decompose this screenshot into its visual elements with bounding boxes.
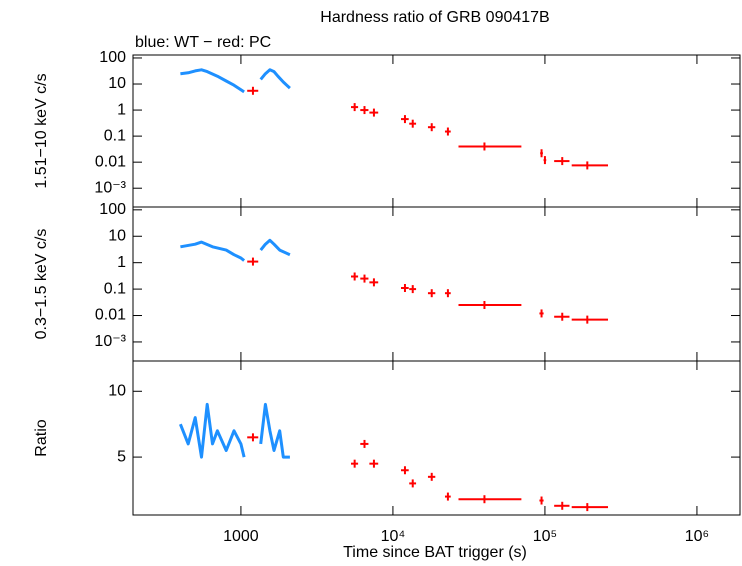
x-tick-label: 10⁴ bbox=[381, 528, 406, 545]
y-tick-label: 1 bbox=[117, 254, 126, 271]
y-tick-label: 10 bbox=[108, 227, 126, 244]
x-axis-label: Time since BAT trigger (s) bbox=[343, 544, 527, 561]
y-tick-label: 1 bbox=[117, 101, 126, 118]
y-tick-label: 0.1 bbox=[104, 280, 126, 297]
y-tick-label: 0.01 bbox=[95, 153, 126, 170]
y-tick-label: 0.01 bbox=[95, 307, 126, 324]
y-tick-label: 0.1 bbox=[104, 127, 126, 144]
x-tick-label: 10⁵ bbox=[533, 528, 557, 545]
y-axis-label: 0.3−1.5 keV c/s bbox=[33, 229, 50, 340]
data-line bbox=[179, 402, 290, 459]
plot-frame bbox=[132, 206, 741, 362]
chart-subtitle: blue: WT − red: PC bbox=[135, 34, 271, 51]
plot-frame bbox=[132, 54, 741, 208]
data-line bbox=[180, 68, 291, 94]
y-tick-label: 10 bbox=[108, 382, 126, 399]
plot-frame bbox=[132, 360, 741, 516]
y-tick-label: 10⁻³ bbox=[94, 179, 126, 196]
y-axis-label: 1.51−10 keV c/s bbox=[33, 73, 50, 188]
y-tick-label: 10⁻³ bbox=[94, 333, 126, 350]
chart-title: Hardness ratio of GRB 090417B bbox=[320, 9, 549, 26]
data-line bbox=[180, 238, 291, 262]
y-axis-label: Ratio bbox=[33, 419, 50, 456]
x-tick-label: 10⁶ bbox=[685, 528, 709, 545]
y-tick-label: 5 bbox=[117, 448, 126, 465]
y-tick-label: 100 bbox=[99, 49, 126, 66]
x-tick-label: 1000 bbox=[223, 528, 259, 545]
y-tick-label: 10 bbox=[108, 75, 126, 92]
y-tick-label: 100 bbox=[99, 201, 126, 218]
